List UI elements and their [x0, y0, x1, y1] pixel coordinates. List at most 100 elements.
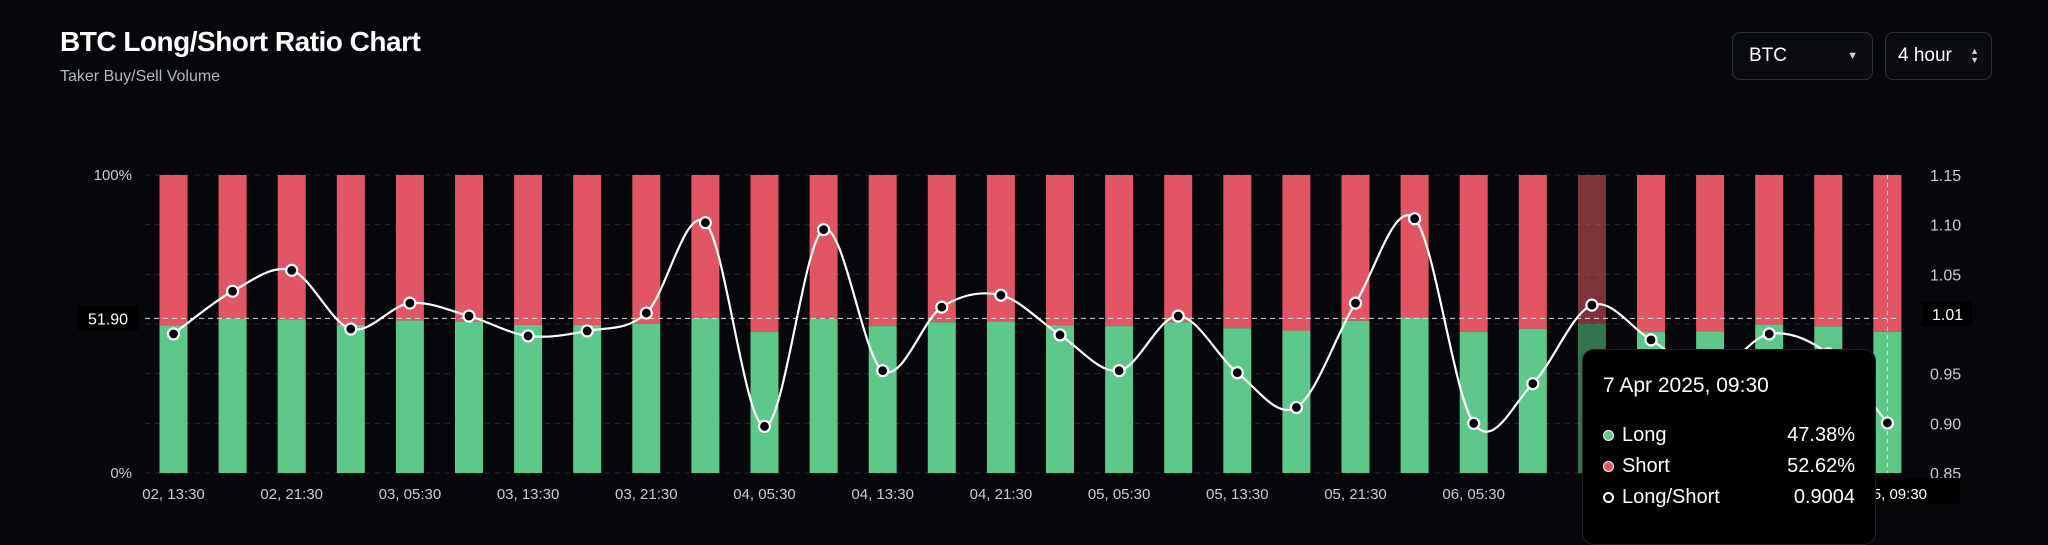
- long-bar: [1105, 326, 1134, 473]
- long-bar: [514, 324, 543, 473]
- short-bar: [750, 175, 779, 332]
- x-axis-tick: 02, 21:30: [260, 486, 323, 503]
- ratio-point: [344, 322, 358, 336]
- ratio-point: [580, 324, 594, 338]
- chart-title: BTC Long/Short Ratio Chart: [60, 26, 421, 57]
- ratio-point: [1289, 400, 1304, 415]
- tooltip-row-ratio: Long/Short 0.9004: [1603, 482, 1855, 513]
- ratio-point: [1112, 364, 1126, 378]
- long-bar: [750, 331, 779, 473]
- tooltip-title: 7 Apr 2025, 09:30: [1603, 374, 1769, 397]
- ratio-point: [1348, 296, 1363, 310]
- ratio-point: [166, 327, 181, 341]
- chart-header: BTC Long/Short Ratio Chart Taker Buy/Sel…: [60, 26, 421, 86]
- ratio-point: [1467, 416, 1481, 430]
- short-bar: [1164, 175, 1193, 323]
- short-bar: [573, 175, 602, 325]
- short-bar: [632, 175, 661, 324]
- long-bar: [927, 322, 956, 473]
- interval-select[interactable]: 4 hour ▲ ▼: [1885, 32, 1992, 80]
- right-reference-label-bg: [1922, 302, 1972, 327]
- ratio-point: [462, 309, 476, 323]
- up-down-chevron-icon: ▲ ▼: [1970, 46, 1979, 65]
- long-bar: [1518, 328, 1547, 473]
- hover-tooltip: 7 Apr 2025, 09:30 Long 47.38% Short 52.6…: [1582, 349, 1876, 545]
- short-bar: [1459, 175, 1488, 332]
- short-bar: [1046, 175, 1074, 326]
- right-axis-tick: 1.05: [1930, 267, 1961, 284]
- tooltip-value-long: 47.38%: [1787, 424, 1855, 446]
- x-axis-tick: 03, 21:30: [615, 486, 678, 503]
- coin-select-value: BTC: [1749, 45, 1787, 66]
- x-axis-tick: 05, 21:30: [1324, 486, 1387, 503]
- right-axis-tick: 0.90: [1930, 416, 1961, 433]
- ratio-point: [226, 284, 240, 298]
- tooltip-label-long: Long: [1622, 424, 1667, 446]
- x-axis-tick: 05, 05:30: [1088, 486, 1151, 503]
- tooltip-value-ratio: 0.9004: [1793, 486, 1855, 508]
- x-axis-tick: 04, 21:30: [970, 486, 1033, 503]
- ratio-point: [1585, 298, 1599, 312]
- tooltip-label-ratio: Long/Short: [1622, 486, 1720, 508]
- short-bar: [1873, 175, 1902, 332]
- coin-select[interactable]: BTC ▼: [1732, 32, 1873, 80]
- tooltip-row-short: Short 52.62%: [1603, 451, 1855, 482]
- left-axis-tick: 100%: [94, 167, 132, 184]
- x-axis-tick: 02, 13:30: [142, 486, 205, 503]
- ratio-point: [1053, 328, 1067, 342]
- long-bar: [986, 321, 1015, 473]
- long-bar: [809, 318, 838, 473]
- short-bar: [691, 175, 720, 318]
- ratio-point: [1230, 366, 1244, 380]
- ratio-point: [639, 306, 653, 320]
- ratio-point: [285, 263, 299, 277]
- short-bar: [455, 175, 483, 322]
- long-bar: [218, 318, 247, 473]
- short-bar: [1696, 175, 1725, 332]
- short-bar: [159, 175, 188, 326]
- right-reference-label: 1.01: [1932, 307, 1963, 324]
- short-bar: [1814, 175, 1843, 327]
- long-bar: [277, 319, 306, 473]
- long-bar: [395, 320, 424, 473]
- x-axis-tick: 04, 13:30: [851, 486, 914, 503]
- chart-controls: BTC ▼ 4 hour ▲ ▼: [1732, 32, 1992, 80]
- left-reference-label: 51.90: [88, 311, 128, 328]
- long-dot-icon: [1603, 430, 1614, 441]
- ratio-point: [403, 296, 417, 310]
- long-bar: [691, 317, 720, 473]
- long-bar: [1341, 320, 1370, 473]
- long-bar: [1046, 325, 1074, 473]
- ratio-dot-icon: [1603, 492, 1614, 503]
- ratio-point: [1526, 377, 1540, 391]
- short-bar: [1223, 175, 1252, 329]
- chart-subtitle: Taker Buy/Sell Volume: [60, 68, 221, 85]
- x-axis-tick: 03, 13:30: [497, 486, 560, 503]
- long-bar: [868, 326, 897, 473]
- short-bar: [1105, 175, 1134, 327]
- long-bar: [632, 324, 661, 473]
- tooltip-value-short: 52.62%: [1787, 455, 1855, 477]
- x-axis-tick: 03, 05:30: [379, 486, 442, 503]
- long-bar: [336, 324, 365, 473]
- interval-select-value: 4 hour: [1898, 45, 1952, 66]
- long-bar: [1164, 322, 1193, 473]
- short-bar: [336, 175, 365, 325]
- ratio-line: [172, 214, 1889, 433]
- chevron-down-icon: ▼: [1847, 50, 1858, 62]
- x-axis-tick: 05, 13:30: [1206, 486, 1269, 503]
- short-bar: [1637, 175, 1665, 332]
- short-bar: [395, 175, 424, 321]
- tooltip-label-short: Short: [1622, 455, 1670, 477]
- left-axis-tick: 0%: [110, 465, 132, 482]
- long-bar: [455, 321, 483, 473]
- ratio-point: [1880, 416, 1895, 430]
- right-axis-tick: 0.95: [1930, 367, 1961, 384]
- right-axis-tick: 1.15: [1930, 168, 1961, 185]
- ratio-point: [876, 364, 890, 378]
- short-bar: [1400, 175, 1429, 318]
- x-axis-tick: 06, 05:30: [1442, 486, 1505, 503]
- ratio-point: [935, 300, 949, 314]
- left-reference-label-bg: [78, 306, 138, 331]
- ratio-point: [1644, 333, 1658, 347]
